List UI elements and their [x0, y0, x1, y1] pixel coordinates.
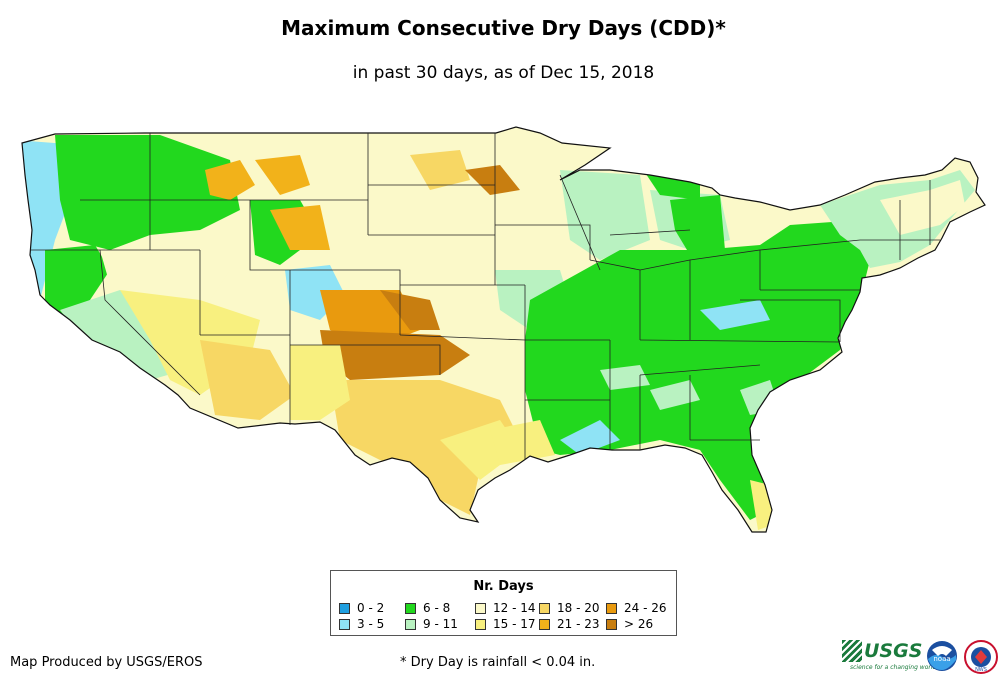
legend-item: 24 - 26: [606, 601, 667, 615]
legend-item: 6 - 8: [405, 601, 450, 615]
map-legend: Nr. Days 0 - 2 3 - 5 6 - 8 9 - 11 12 - 1…: [330, 570, 677, 636]
legend-title: Nr. Days: [473, 579, 534, 594]
legend-item: > 26: [606, 617, 653, 631]
legend-item: 9 - 11: [405, 617, 458, 631]
legend-item: 12 - 14: [475, 601, 536, 615]
legend-swatch: [405, 618, 416, 630]
legend-swatch: [539, 618, 550, 630]
usgs-logo: USGS: [842, 640, 922, 662]
legend-swatch: [475, 618, 486, 630]
nws-logo-text: NWS: [975, 667, 987, 673]
legend-swatch: [339, 602, 350, 614]
legend-swatch: [475, 602, 486, 614]
nws-logo: NWS: [964, 640, 998, 674]
legend-item: 18 - 20: [539, 601, 600, 615]
map-credit: Map Produced by USGS/EROS: [10, 655, 203, 670]
legend-swatch: [606, 602, 617, 614]
legend-swatch: [405, 602, 416, 614]
noaa-logo: noaa: [927, 641, 957, 671]
legend-swatch: [339, 618, 350, 630]
usgs-wave-icon: [842, 640, 862, 662]
map-subtitle: in past 30 days, as of Dec 15, 2018: [352, 63, 655, 83]
legend-item: 0 - 2: [339, 601, 384, 615]
usgs-tagline: science for a changing world: [850, 664, 937, 671]
dry-day-footnote: * Dry Day is rainfall < 0.04 in.: [400, 655, 596, 670]
us-dry-days-map: [21, 126, 986, 533]
legend-item: 3 - 5: [339, 617, 384, 631]
legend-swatch: [539, 602, 550, 614]
noaa-logo-text: noaa: [933, 655, 950, 663]
legend-item: 15 - 17: [475, 617, 536, 631]
map-title: Maximum Consecutive Dry Days (CDD)*: [281, 16, 726, 40]
legend-swatch: [606, 618, 617, 630]
legend-item: 21 - 23: [539, 617, 600, 631]
